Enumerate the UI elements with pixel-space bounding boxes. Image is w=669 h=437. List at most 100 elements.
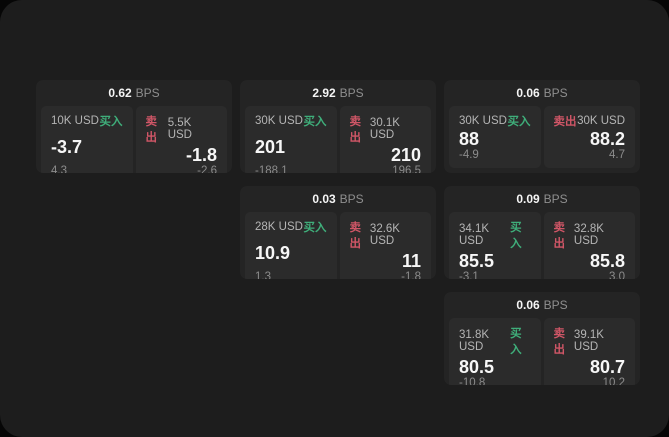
buy-side-label: 买入 [303, 222, 327, 234]
buy-panel-header: 10K USD 买入 [51, 113, 123, 129]
sell-panel-header: 卖出 32.6K USD [350, 219, 422, 251]
bps-unit-label: BPS [135, 86, 160, 100]
sell-price: -1.8 [185, 145, 217, 165]
sell-panel[interactable]: 卖出 30.1K USD 210 196.5 [339, 106, 431, 173]
buy-panel-header: 28K USD 买入 [255, 219, 327, 235]
sell-sub-value: 4.7 [609, 149, 625, 161]
card-header: 2.92 BPS [240, 80, 436, 106]
sell-amount: 30.1K USD [369, 117, 400, 141]
card-body: 30K USD 买入 88 -4.9 卖出 30K USD 88.2 4.7 [444, 106, 640, 173]
bps-unit-label: BPS [339, 86, 364, 100]
buy-price: 88 [459, 129, 480, 149]
sell-price: 85.8 [589, 251, 625, 271]
bps-unit-label: BPS [543, 192, 568, 206]
buy-panel-header: 31.8K USD 买入 [459, 325, 531, 357]
bps-value: 0.06 [516, 86, 540, 100]
buy-sub-value: -4.9 [459, 149, 479, 161]
buy-side-label: 买入 [510, 328, 522, 356]
sell-sub-value: 196.5 [392, 165, 421, 173]
card-header: 0.06 BPS [444, 292, 640, 318]
sell-side-label: 卖出 [553, 116, 577, 128]
quote-card[interactable]: 2.92 BPS 30K USD 买入 201 -188.1 卖出 30.1K … [240, 80, 436, 173]
sell-panel-header: 卖出 30K USD [554, 113, 626, 129]
sell-sub-value: 3.0 [609, 271, 625, 279]
quote-card[interactable]: 0.03 BPS 28K USD 买入 10.9 1.3 卖出 32.6K US… [240, 186, 436, 279]
sell-panel[interactable]: 卖出 30K USD 88.2 4.7 [543, 106, 635, 168]
buy-amount: 34.1K USD [459, 223, 490, 247]
buy-panel[interactable]: 30K USD 买入 88 -4.9 [449, 106, 541, 168]
sell-panel[interactable]: 卖出 5.5K USD -1.8 -2.6 [135, 106, 227, 173]
sell-panel-header: 卖出 5.5K USD [146, 113, 218, 145]
sell-side-label: 卖出 [145, 116, 158, 144]
buy-amount: 31.8K USD [459, 329, 490, 353]
sell-panel[interactable]: 卖出 32.8K USD 85.8 3.0 [543, 212, 635, 279]
card-body: 10K USD 买入 -3.7 4.3 卖出 5.5K USD -1.8 -2.… [36, 106, 232, 173]
buy-price: 80.5 [459, 357, 495, 377]
sell-sub-value: -1.8 [401, 271, 421, 279]
buy-sub-value: -3.1 [459, 271, 479, 279]
card-header: 0.03 BPS [240, 186, 436, 212]
sell-amount: 39.1K USD [573, 329, 604, 353]
buy-side-label: 买入 [303, 116, 327, 128]
sell-panel-header: 卖出 39.1K USD [554, 325, 626, 357]
buy-price: -3.7 [51, 137, 83, 157]
quote-card[interactable]: 0.09 BPS 34.1K USD 买入 85.5 -3.1 卖出 32.8K… [444, 186, 640, 279]
sell-side-label: 卖出 [553, 328, 566, 356]
sell-side-label: 卖出 [349, 222, 362, 250]
buy-side-label: 买入 [99, 116, 123, 128]
buy-amount: 28K USD [255, 221, 303, 233]
bps-value: 2.92 [312, 86, 336, 100]
card-header: 0.06 BPS [444, 80, 640, 106]
buy-amount: 10K USD [51, 115, 99, 127]
buy-sub-value: -188.1 [255, 165, 288, 173]
buy-panel[interactable]: 30K USD 买入 201 -188.1 [245, 106, 337, 173]
buy-price: 10.9 [255, 243, 291, 263]
sell-panel[interactable]: 卖出 39.1K USD 80.7 10.2 [543, 318, 635, 385]
buy-price: 85.5 [459, 251, 495, 271]
card-body: 30K USD 买入 201 -188.1 卖出 30.1K USD 210 1… [240, 106, 436, 173]
buy-sub-value: 4.3 [51, 165, 67, 173]
sell-sub-value: -2.6 [197, 165, 217, 173]
sell-price: 210 [390, 145, 421, 165]
buy-panel[interactable]: 31.8K USD 买入 80.5 -10.8 [449, 318, 541, 385]
card-body: 34.1K USD 买入 85.5 -3.1 卖出 32.8K USD 85.8… [444, 212, 640, 279]
quote-card[interactable]: 0.06 BPS 30K USD 买入 88 -4.9 卖出 30K USD 8… [444, 80, 640, 173]
buy-panel-header: 34.1K USD 买入 [459, 219, 531, 251]
quote-card[interactable]: 0.62 BPS 10K USD 买入 -3.7 4.3 卖出 5.5K USD… [36, 80, 232, 173]
buy-sub-value: 1.3 [255, 271, 271, 279]
bps-value: 0.62 [108, 86, 132, 100]
bps-unit-label: BPS [339, 192, 364, 206]
quote-card[interactable]: 0.06 BPS 31.8K USD 买入 80.5 -10.8 卖出 39.1… [444, 292, 640, 385]
buy-amount: 30K USD [459, 115, 507, 127]
sell-price: 80.7 [589, 357, 625, 377]
card-header: 0.09 BPS [444, 186, 640, 212]
card-header: 0.62 BPS [36, 80, 232, 106]
buy-sub-value: -10.8 [459, 377, 486, 385]
card-body: 31.8K USD 买入 80.5 -10.8 卖出 39.1K USD 80.… [444, 318, 640, 385]
sell-amount: 30K USD [577, 115, 625, 127]
sell-amount: 32.6K USD [369, 223, 400, 247]
buy-panel-header: 30K USD 买入 [459, 113, 531, 129]
sell-price: 11 [401, 251, 421, 271]
sell-side-label: 卖出 [553, 222, 566, 250]
bps-unit-label: BPS [543, 298, 568, 312]
bps-unit-label: BPS [543, 86, 568, 100]
sell-panel[interactable]: 卖出 32.6K USD 11 -1.8 [339, 212, 431, 279]
bps-value: 0.09 [516, 192, 540, 206]
sell-panel-header: 卖出 30.1K USD [350, 113, 422, 145]
buy-panel[interactable]: 28K USD 买入 10.9 1.3 [245, 212, 337, 279]
bps-value: 0.06 [516, 298, 540, 312]
sell-amount: 32.8K USD [573, 223, 604, 247]
buy-side-label: 买入 [507, 116, 531, 128]
sell-panel-header: 卖出 32.8K USD [554, 219, 626, 251]
buy-panel-header: 30K USD 买入 [255, 113, 327, 129]
buy-panel[interactable]: 10K USD 买入 -3.7 4.3 [41, 106, 133, 173]
buy-price: 201 [255, 137, 286, 157]
sell-side-label: 卖出 [349, 116, 362, 144]
quote-cards-grid: 0.62 BPS 10K USD 买入 -3.7 4.3 卖出 5.5K USD… [36, 80, 640, 385]
bps-value: 0.03 [312, 192, 336, 206]
buy-side-label: 买入 [510, 222, 522, 250]
sell-sub-value: 10.2 [602, 377, 625, 385]
buy-panel[interactable]: 34.1K USD 买入 85.5 -3.1 [449, 212, 541, 279]
